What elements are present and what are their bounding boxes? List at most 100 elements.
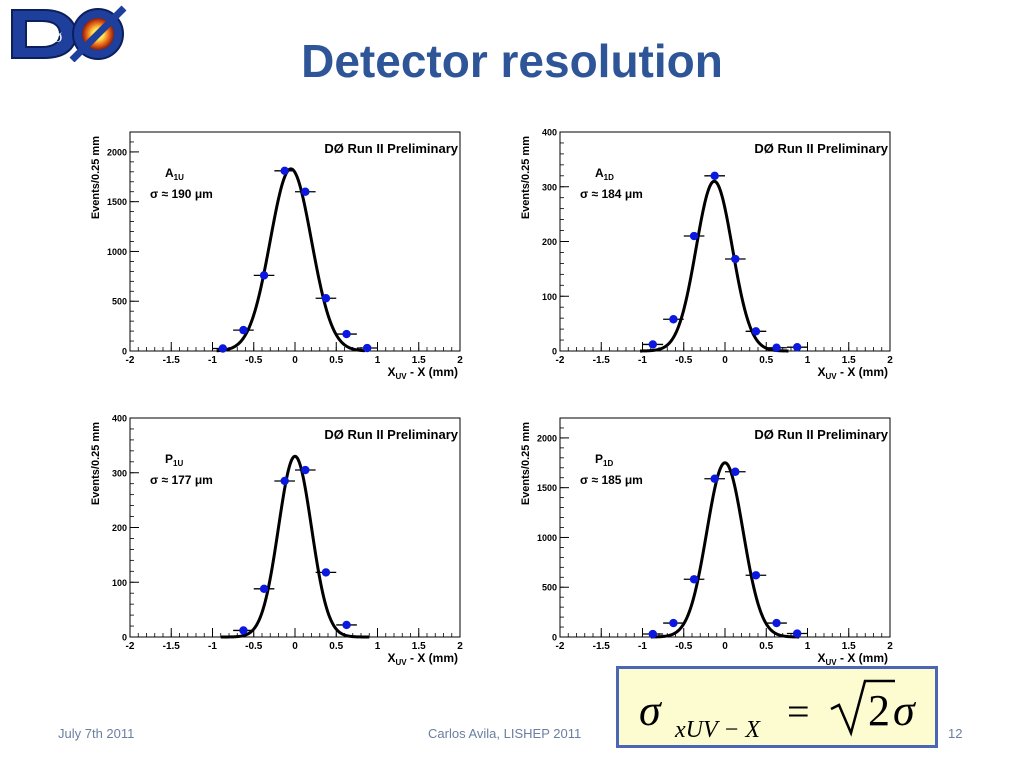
data-point xyxy=(669,315,678,324)
y-tick-label: 1000 xyxy=(107,247,127,257)
data-point xyxy=(751,327,761,336)
x-axis-label: XUV - X (mm) xyxy=(388,365,458,381)
y-tick-label: 500 xyxy=(112,297,127,307)
x-tick-label: -2 xyxy=(126,641,135,652)
y-tick-label: 1500 xyxy=(107,197,127,207)
x-tick-label: -2 xyxy=(556,355,565,366)
x-tick-label: -0.5 xyxy=(245,355,263,366)
y-tick-label: 300 xyxy=(112,468,127,478)
x-axis-label: XUV - X (mm) xyxy=(818,365,888,381)
data-point xyxy=(772,343,781,352)
data-point xyxy=(648,629,658,639)
x-tick-label: 1 xyxy=(375,355,381,366)
x-tick-label: -2 xyxy=(556,641,565,652)
data-point xyxy=(751,571,761,580)
detector-label-subscript: 1D xyxy=(604,173,614,182)
y-tick-label: 0 xyxy=(122,347,127,357)
x-tick-label: -1 xyxy=(208,641,217,652)
footer-date: July 7th 2011 xyxy=(58,726,135,741)
data-point xyxy=(731,467,740,476)
formula-sqrt-sign xyxy=(830,679,895,737)
data-point xyxy=(689,575,699,584)
x-tick-label: 0 xyxy=(722,355,728,366)
x-tick-label: -1 xyxy=(638,641,647,652)
resolution-formula: σ xUV − X = 2 σ xyxy=(639,679,917,743)
y-tick-label: 0 xyxy=(122,633,127,643)
y-tick-label: 2000 xyxy=(107,147,127,157)
formula-equals: = xyxy=(787,689,810,734)
plot-p1d-svg: -2 -1.5 -1 -0.5 0 0.5 1 1.5 2 0 500 1000 1500 2000 DØ … xyxy=(520,417,893,667)
x-tick-label: 0.5 xyxy=(329,641,343,652)
data-point xyxy=(259,271,269,280)
y-tick-label: 200 xyxy=(542,237,557,247)
data-point xyxy=(772,618,781,628)
y-tick-label: 0 xyxy=(552,347,557,357)
data-point xyxy=(792,629,802,638)
formula-rhs-sigma: σ xyxy=(893,686,917,735)
plot-banner: DØ Run II Preliminary xyxy=(324,141,458,156)
plot-banner: DØ Run II Preliminary xyxy=(324,427,458,442)
x-tick-label: -1 xyxy=(208,355,217,366)
x-tick-label: 2 xyxy=(887,355,893,366)
detector-label-subscript: 1D xyxy=(603,459,613,468)
x-tick-label: 1.5 xyxy=(842,355,856,366)
plot-a1u-svg: -2 -1.5 -1 -0.5 0 0.5 1 1.5 2 0 500 1000 1500 2000 DØ … xyxy=(90,131,463,381)
x-tick-label: 2 xyxy=(887,641,893,652)
x-tick-label: 2 xyxy=(457,641,463,652)
x-tick-label: -0.5 xyxy=(675,641,693,652)
detector-label: P1U xyxy=(165,452,183,468)
data-point xyxy=(648,340,658,349)
x-axis-label: XUV - X (mm) xyxy=(818,651,888,667)
detector-label-main: P xyxy=(165,452,173,466)
formula-lhs-sigma: σ xyxy=(639,686,663,735)
y-tick-label: 1000 xyxy=(537,533,557,543)
sigma-label: σ ≈ 185 μm xyxy=(580,473,643,487)
y-tick-label: 400 xyxy=(112,414,127,424)
data-point xyxy=(321,294,331,303)
x-tick-label: -1.5 xyxy=(593,641,611,652)
detector-label-subscript: 1U xyxy=(174,173,184,182)
detector-label: A1U xyxy=(165,166,184,182)
data-point xyxy=(280,166,289,176)
plot-p1d: -2 -1.5 -1 -0.5 0 0.5 1 1.5 2 0 500 1000 1500 2000 DØ … xyxy=(516,412,896,672)
gaussian-fit-curve xyxy=(639,179,789,353)
x-tick-label: -2 xyxy=(126,355,135,366)
x-tick-label: -0.5 xyxy=(245,641,263,652)
x-tick-label: 1.5 xyxy=(412,641,426,652)
data-point xyxy=(792,342,802,352)
y-tick-label: 100 xyxy=(112,578,127,588)
x-axis-label-rest: - X (mm) xyxy=(407,365,458,379)
detector-label: A1D xyxy=(595,166,614,182)
data-point xyxy=(362,343,372,353)
data-point xyxy=(710,171,719,180)
data-point xyxy=(710,474,719,483)
data-point xyxy=(342,620,351,630)
plot-frame xyxy=(129,131,461,352)
resolution-formula-box: σ xUV − X = 2 σ xyxy=(616,666,938,748)
detector-label-main: A xyxy=(165,166,174,180)
sigma-label: σ ≈ 190 μm xyxy=(150,187,213,201)
detector-label: P1D xyxy=(595,452,613,468)
y-axis-label: Events/0.25 mm xyxy=(520,422,532,505)
y-tick-label: 400 xyxy=(542,128,557,138)
x-axis-label: XUV - X (mm) xyxy=(388,651,458,667)
x-axis-label-rest: - X (mm) xyxy=(407,651,458,665)
data-point xyxy=(280,476,289,486)
data-point xyxy=(669,618,678,628)
plot-banner: DØ Run II Preliminary xyxy=(754,141,888,156)
x-axis-label-main: X xyxy=(388,651,396,665)
plot-a1d: -2 -1.5 -1 -0.5 0 0.5 1 1.5 2 0 100 200 300 400 DØ Run… xyxy=(516,126,896,386)
x-axis-label-subscript: UV xyxy=(396,658,408,667)
d0-logo: DØ xyxy=(6,4,132,63)
x-tick-label: 0 xyxy=(722,641,728,652)
gaussian-fit-curve xyxy=(216,167,366,353)
x-axis-label-rest: - X (mm) xyxy=(837,651,888,665)
plot-a1d-svg: -2 -1.5 -1 -0.5 0 0.5 1 1.5 2 0 100 200 300 400 DØ Run… xyxy=(520,128,893,382)
y-axis-label: Events/0.25 mm xyxy=(520,136,532,219)
x-axis-label-rest: - X (mm) xyxy=(837,365,888,379)
data-point xyxy=(239,325,248,335)
data-point xyxy=(342,329,351,339)
x-tick-label: 0.5 xyxy=(759,641,773,652)
plot-frame xyxy=(559,417,891,638)
y-tick-label: 0 xyxy=(552,633,557,643)
